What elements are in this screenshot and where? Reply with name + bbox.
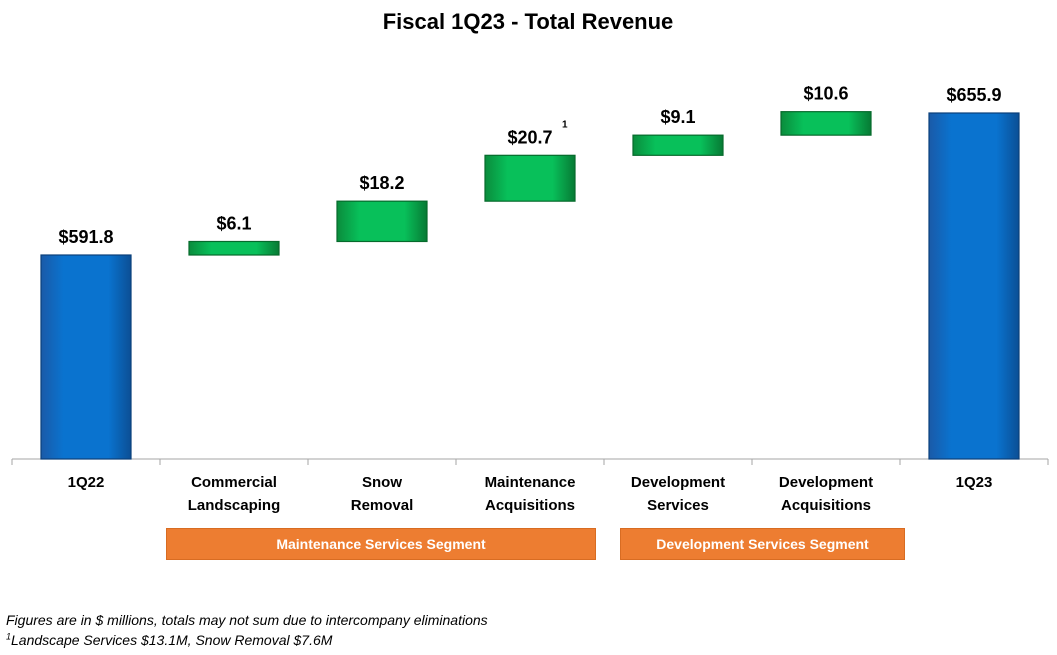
value-label: $9.1: [660, 107, 695, 127]
waterfall-chart: Fiscal 1Q23 - Total Revenue $591.8 1Q22 $6…: [11, 9, 1049, 514]
category-label: Development: [779, 474, 873, 491]
footnote-1-text: Landscape Services $13.1M, Snow Removal …: [11, 632, 333, 648]
footnote-units: Figures are in $ millions, totals may no…: [6, 612, 488, 628]
plot-area: $591.8 1Q22 $6.1 Commercial Landscaping $18.2…: [11, 84, 1049, 514]
category-label: Development: [631, 474, 725, 491]
category-label: Snow: [362, 474, 402, 491]
footnote-marker: 1: [6, 631, 12, 642]
footnote-superscript: 1: [562, 119, 568, 130]
category-label: Removal: [351, 497, 414, 514]
category-label: Maintenance: [485, 474, 576, 491]
category-label: Commercial: [191, 474, 277, 491]
bar-6: [928, 112, 1020, 460]
maintenance-segment-label: Maintenance Services Segment: [166, 528, 596, 560]
value-label: $655.9: [946, 85, 1001, 105]
bar-1: [188, 240, 280, 256]
development-segment-label: Development Services Segment: [620, 528, 905, 560]
category-label: Services: [647, 497, 709, 514]
value-label: $10.6: [803, 84, 848, 104]
value-label: $20.7: [507, 127, 552, 147]
footnotes: Figures are in $ millions, totals may no…: [6, 610, 488, 650]
bar-2: [336, 200, 428, 243]
value-label: $18.2: [359, 173, 404, 193]
bar-3: [484, 154, 576, 202]
bar-0: [40, 254, 132, 460]
category-label: 1Q22: [68, 474, 105, 491]
chart-title: Fiscal 1Q23 - Total Revenue: [383, 9, 674, 34]
category-label: Acquisitions: [781, 497, 871, 514]
category-label: Landscaping: [188, 497, 281, 514]
category-label: Acquisitions: [485, 497, 575, 514]
bar-5: [780, 111, 872, 136]
footnote-1: 1Landscape Services $13.1M, Snow Removal…: [6, 630, 488, 650]
bar-4: [632, 134, 724, 156]
value-label: $6.1: [216, 213, 251, 233]
value-label: $591.8: [58, 227, 113, 247]
category-label: 1Q23: [956, 474, 993, 491]
